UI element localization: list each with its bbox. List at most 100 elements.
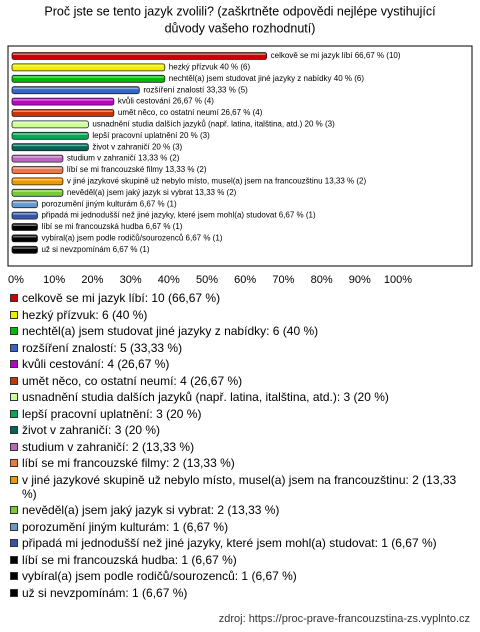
bar-label: líbí se mi francouzské filmy 13,33 % (2) (67, 165, 207, 174)
bar-label: usnadnění studia dalších jazyků (např. l… (92, 120, 335, 129)
bar-label: studium v zahraničí 13,33 % (2) (67, 154, 180, 163)
bar-highlight (13, 247, 37, 249)
x-tick-label: 0% (8, 274, 24, 286)
x-tick-label: 20% (81, 274, 103, 286)
source: zdroj: https://proc-prave-francouzstina-… (218, 613, 470, 625)
legend-swatch (10, 506, 18, 514)
bar-label: rozšíření znalostí 33,33 % (5) (143, 85, 248, 94)
legend-swatch (10, 572, 18, 580)
bar-label: líbí se mi francouzská hudba 6,67 % (1) (41, 222, 182, 231)
bar-highlight (13, 76, 164, 78)
legend-entry: připadá mi jednodušší než jiné jazyky, k… (8, 536, 470, 550)
legend-swatch (10, 376, 18, 385)
legend-label: hezký přízvuk: 6 (40 %) (22, 307, 148, 322)
legend-entry: studium v zahraničí: 2 (13,33 %) (8, 440, 470, 454)
bar-highlight (13, 201, 37, 204)
legend-label: kvůli cestování: 4 (26,67 %) (22, 357, 170, 371)
legend-entry: líbí se mi francouzská hudba: 1 (6,67 %) (8, 553, 470, 567)
legend-label: studium v zahraničí: 2 (13,33 %) (22, 439, 195, 454)
x-tick-label: 100% (384, 274, 412, 286)
bar (11, 211, 38, 220)
legend-label: usnadnění studia dalších jazyků (např. l… (22, 390, 389, 404)
legend-label: celkově se mi jazyk líbí: 10 (66,67 %) (22, 291, 221, 305)
bar-label: porozumění jiným kulturám 6,67 % (1) (41, 199, 177, 208)
bar (11, 200, 38, 209)
bar (11, 109, 115, 117)
bar-label: už si nevzpomínám 6,67 % (1) (41, 245, 149, 254)
legend-entry: v jiné jazykové skupině už nebylo místo,… (8, 473, 470, 501)
legend-entry: umět něco, co ostatní neumí: 4 (26,67 %) (8, 374, 470, 388)
bar (11, 188, 64, 197)
legend-label: líbí se mi francouzské filmy: 2 (13,33 %… (22, 456, 235, 470)
legend-entry: rozšíření znalostí: 5 (33,33 %) (8, 341, 470, 355)
bar (11, 63, 166, 72)
bar (11, 166, 64, 174)
legend-label: připadá mi jednodušší než jiné jazyky, k… (22, 536, 437, 550)
bar (11, 131, 89, 140)
bar-highlight (13, 224, 37, 226)
bar-highlight (13, 156, 62, 158)
x-tick-label: 10% (43, 274, 65, 286)
legend-swatch (10, 360, 18, 368)
bar-label: umět něco, co ostatní neumí 26,67 % (4) (118, 108, 263, 117)
bar (11, 154, 64, 163)
bar (11, 74, 166, 83)
legend-entry: porozumění jiným kulturám: 1 (6,67 %) (8, 520, 470, 534)
bar-highlight (13, 213, 37, 215)
bar-label: lepší pracovní uplatnění 20 % (3) (92, 131, 210, 140)
bar-label: hezký přízvuk 40 % (6) (169, 63, 251, 72)
legend-label: už si nevzpomínám: 1 (6,67 %) (22, 585, 188, 600)
bar-label: nechtěl(a) jsem studovat jiné jazyky z n… (169, 74, 365, 83)
bar-highlight (13, 144, 88, 147)
chart: Proč jste se tento jazyk zvolili? (zaškr… (7, 4, 473, 286)
legend-swatch (10, 555, 18, 564)
legend-swatch (10, 343, 18, 352)
bar (11, 223, 38, 231)
legend-entry: kvůli cestování: 4 (26,67 %) (8, 357, 470, 371)
x-tick-label: 30% (120, 274, 142, 286)
legend-label: nechtěl(a) jsem studovat jiné jazyky z n… (22, 324, 319, 338)
legend-swatch (10, 539, 18, 547)
legend-entry: celkově se mi jazyk líbí: 10 (66,67 %) (8, 291, 470, 305)
bar (11, 120, 89, 129)
chart-title: důvody vašeho rozhodnutí) (165, 21, 316, 35)
legend-swatch (10, 475, 18, 484)
bar-label: nevěděl(a) jsem jaký jazyk si vybrat 13,… (67, 188, 237, 197)
bar (11, 97, 115, 106)
bar (11, 245, 38, 254)
bar (11, 177, 64, 186)
bar (11, 143, 89, 152)
bar-highlight (13, 133, 88, 135)
legend-swatch (10, 393, 18, 401)
x-tick-label: 40% (158, 274, 180, 286)
x-tick-label: 70% (272, 274, 294, 286)
plot-frame (7, 45, 473, 267)
bar-highlight (13, 53, 266, 55)
legend-label: život v zahraničí: 3 (20 %) (22, 423, 161, 437)
legend-label: rozšíření znalostí: 5 (33,33 %) (22, 340, 183, 355)
legend-label: lepší pracovní uplatnění: 3 (20 %) (22, 406, 202, 421)
bar-label: připadá mi jednodušší než jiné jazyky, k… (41, 211, 316, 220)
bar-label: kvůli cestování 26,67 % (4) (118, 97, 214, 106)
legend: celkově se mi jazyk líbí: 10 (66,67 %) he… (8, 291, 470, 602)
x-tick-label: 80% (311, 274, 333, 286)
legend-entry: vybíral(a) jsem podle rodičů/sourozenců:… (8, 569, 470, 583)
legend-swatch (10, 522, 18, 531)
legend-swatch (10, 442, 18, 451)
x-tick-label: 90% (349, 274, 371, 286)
legend-label: nevěděl(a) jsem jaký jazyk si vybrat: 2 … (22, 503, 280, 517)
chart-title: Proč jste se tento jazyk zvolili? (zaškr… (44, 4, 436, 18)
legend-swatch (10, 327, 18, 335)
legend-label: líbí se mi francouzská hudba: 1 (6,67 %) (22, 552, 237, 567)
bar (11, 86, 140, 95)
bar-label: život v zahraničí 20 % (3) (92, 142, 182, 151)
legend-label: porozumění jiným kulturám: 1 (6,67 %) (22, 519, 229, 534)
legend-label: vybíral(a) jsem podle rodičů/sourozenců:… (22, 569, 297, 583)
bar-highlight (13, 235, 37, 238)
legend-entry: usnadnění studia dalších jazyků (např. l… (8, 390, 470, 404)
legend-swatch (10, 409, 18, 418)
bar-highlight (13, 110, 113, 112)
legend-entry: hezký přízvuk: 6 (40 %) (8, 308, 470, 322)
legend-label: v jiné jazykové skupině už nebylo místo,… (22, 472, 457, 501)
